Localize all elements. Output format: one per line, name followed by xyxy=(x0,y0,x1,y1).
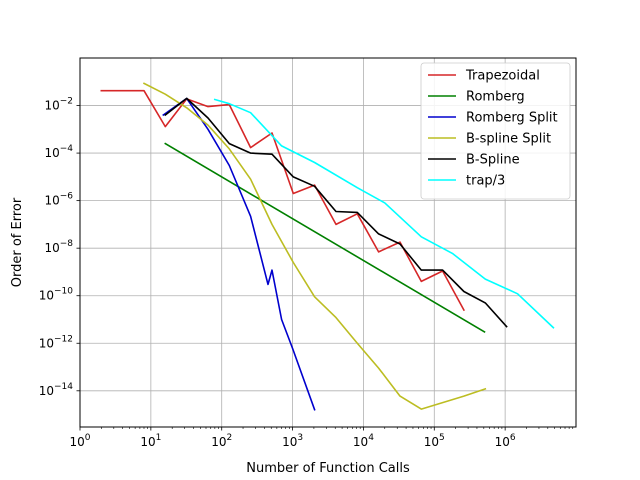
legend-entry: Romberg xyxy=(466,90,525,105)
legend: Trapezoidal Romberg Romberg Split B-spline … xyxy=(420,62,571,200)
y-tick-label: 10−14 xyxy=(39,382,74,398)
plot-frame xyxy=(79,57,577,428)
legend-entry: trap/3 xyxy=(466,174,505,189)
x-tick-label: 104 xyxy=(353,433,374,449)
y-tick-label: 10−6 xyxy=(44,192,73,208)
legend-entry: B-spline Split xyxy=(466,132,551,147)
legend-box xyxy=(420,62,571,200)
series-line-trap-3 xyxy=(213,98,555,329)
legend-entry: B-Spline xyxy=(466,153,520,168)
series-line-trapezoidal xyxy=(100,89,465,312)
x-tick-label: 101 xyxy=(140,433,161,449)
y-axis-label: Order of Error xyxy=(10,197,25,287)
y-tick-label: 10−2 xyxy=(44,97,73,113)
y-tick-label: 10−8 xyxy=(44,239,73,255)
series-layer xyxy=(100,82,555,411)
legend-entry: Trapezoidal xyxy=(465,69,540,84)
series-line-romberg-split xyxy=(162,97,316,411)
x-tick-label: 100 xyxy=(69,433,90,449)
y-tick-label: 10−12 xyxy=(39,334,73,350)
x-tick-label: 106 xyxy=(495,433,516,449)
y-tick-label: 10−10 xyxy=(39,287,74,303)
series-line-b-spline-split xyxy=(142,82,487,410)
x-axis: 100 101 102 103 104 105 106 xyxy=(69,427,574,449)
y-axis: 10−14 10−12 10−10 10−8 10−6 10−4 10−2 xyxy=(39,97,80,398)
series-line-romberg xyxy=(164,142,486,333)
series-line-b-spline xyxy=(164,97,508,328)
x-tick-label: 102 xyxy=(211,433,232,449)
legend-entry: Romberg Split xyxy=(466,111,558,126)
x-tick-label: 103 xyxy=(282,433,303,449)
x-tick-label: 105 xyxy=(424,433,445,449)
x-axis-label: Number of Function Calls xyxy=(246,461,410,476)
y-tick-label: 10−4 xyxy=(44,144,73,160)
